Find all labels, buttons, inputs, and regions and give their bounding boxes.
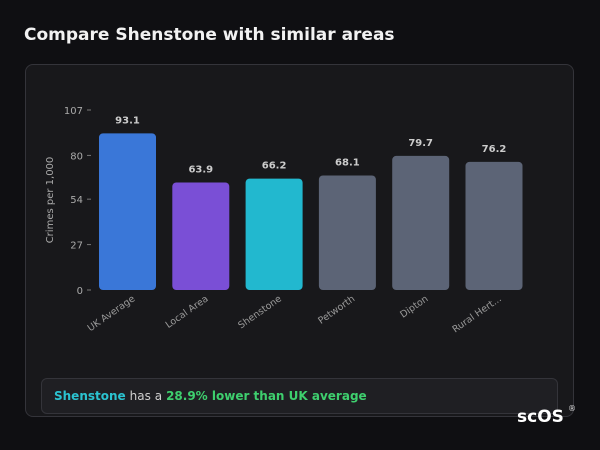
y-tick-label: 0: [77, 286, 83, 297]
bar: [99, 133, 156, 290]
page-title: Compare Shenstone with similar areas: [24, 25, 395, 45]
logo-mark: ®: [568, 404, 576, 413]
bar: [465, 161, 523, 290]
value-label: 63.9: [188, 165, 213, 176]
value-label: 68.1: [335, 157, 360, 168]
bar: [392, 155, 450, 290]
y-tick-label: 80: [70, 151, 83, 162]
value-label: 66.2: [262, 161, 287, 172]
bar: [318, 175, 376, 290]
value-label: 76.2: [482, 144, 507, 155]
value-label: 93.1: [115, 115, 140, 126]
value-label: 79.7: [408, 138, 433, 149]
y-tick-label: 107: [64, 106, 83, 117]
x-tick-label: UK Average: [86, 293, 138, 334]
summary-comparison: 28.9% lower than UK average: [166, 389, 367, 403]
summary-area: Shenstone: [54, 389, 126, 403]
x-tick-label: Rural Hert...: [451, 293, 504, 335]
y-tick-label: 27: [70, 241, 83, 252]
x-tick-label: Shenstone: [236, 293, 284, 331]
y-axis-label: Crimes per 1,000: [45, 157, 56, 244]
x-tick-label: Petworth: [316, 293, 357, 326]
y-tick-label: 54: [70, 195, 83, 206]
x-tick-label: Dipton: [398, 293, 430, 320]
bar: [245, 178, 303, 290]
summary-text: has a: [129, 389, 163, 403]
summary: Shenstone has a 28.9% lower than UK averag…: [41, 378, 558, 414]
logo: scOS: [517, 407, 564, 427]
x-tick-label: Local Area: [164, 293, 211, 330]
bar: [172, 182, 230, 290]
